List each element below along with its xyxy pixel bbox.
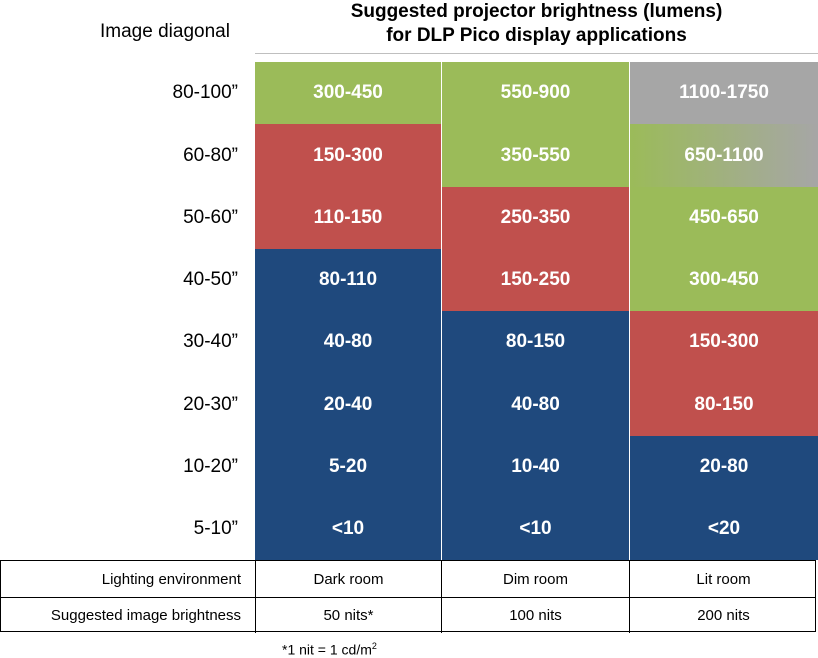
brightness-cell: 250-350 [442, 187, 629, 249]
column-divider [629, 62, 630, 560]
brightness-cell: 110-150 [255, 187, 441, 249]
row-label: 5-10” [193, 518, 238, 539]
brightness-cell: 20-40 [255, 373, 441, 436]
brightness-value: 100 nits [442, 597, 630, 633]
brightness-cell: 650-1100 [630, 124, 818, 187]
summary-table: Lighting environment Dark room Dim room … [0, 560, 816, 633]
brightness-cell: 40-80 [255, 311, 441, 373]
brightness-cell: <10 [442, 498, 629, 560]
title-divider [255, 53, 818, 54]
row-label: 30-40” [183, 331, 238, 352]
brightness-cell: 1100-1750 [630, 62, 818, 124]
column-divider [441, 62, 442, 560]
brightness-cell: 10-40 [442, 436, 629, 498]
brightness-cell: 5-20 [255, 436, 441, 498]
row-label: 20-30” [183, 394, 238, 415]
footnote-superscript: 2 [371, 641, 377, 651]
row-label: 60-80” [183, 145, 238, 166]
lighting-value: Dim room [442, 561, 630, 597]
lighting-value: Dark room [256, 561, 442, 597]
brightness-cell: 150-300 [255, 124, 441, 187]
brightness-cell: 350-550 [442, 124, 629, 187]
row-header-title: Image diagonal [100, 21, 230, 42]
brightness-cell: 450-650 [630, 187, 818, 249]
lighting-label: Lighting environment [1, 561, 256, 597]
brightness-cell: 80-150 [630, 373, 818, 436]
brightness-cell: 80-110 [255, 249, 441, 311]
row-label: 40-50” [183, 269, 238, 290]
footnote: *1 nit = 1 cd/m2 [282, 641, 377, 658]
brightness-cell: 300-450 [630, 249, 818, 311]
brightness-label: Suggested image brightness [1, 597, 256, 633]
brightness-cell: 150-300 [630, 311, 818, 373]
brightness-cell: <20 [630, 498, 818, 560]
row-label: 80-100” [172, 82, 239, 103]
row-label: 50-60” [183, 207, 238, 228]
brightness-cell: 300-450 [255, 62, 441, 124]
brightness-cell: 80-150 [442, 311, 629, 373]
chart-title-line1: Suggested projector brightness (lumens) [350, 1, 723, 22]
lighting-value: Lit room [696, 570, 751, 588]
brightness-value: 50 nits* [256, 597, 442, 633]
brightness-cell: 20-80 [630, 436, 818, 498]
brightness-row: Suggested image brightness 50 nits* 100 … [1, 597, 815, 633]
brightness-cell: <10 [255, 498, 441, 560]
lighting-row: Lighting environment Dark room Dim room … [1, 561, 815, 598]
brightness-cell: 40-80 [442, 373, 629, 436]
chart-title: Suggested projector brightness (lumens) … [255, 0, 818, 48]
chart-title-line2: for DLP Pico display applications [386, 25, 687, 46]
row-label: 10-20” [183, 456, 238, 477]
brightness-value: 200 nits [697, 606, 750, 624]
brightness-cell: 550-900 [442, 62, 629, 124]
brightness-cell: 150-250 [442, 249, 629, 311]
footnote-text: *1 nit = 1 cd/m [282, 641, 372, 658]
